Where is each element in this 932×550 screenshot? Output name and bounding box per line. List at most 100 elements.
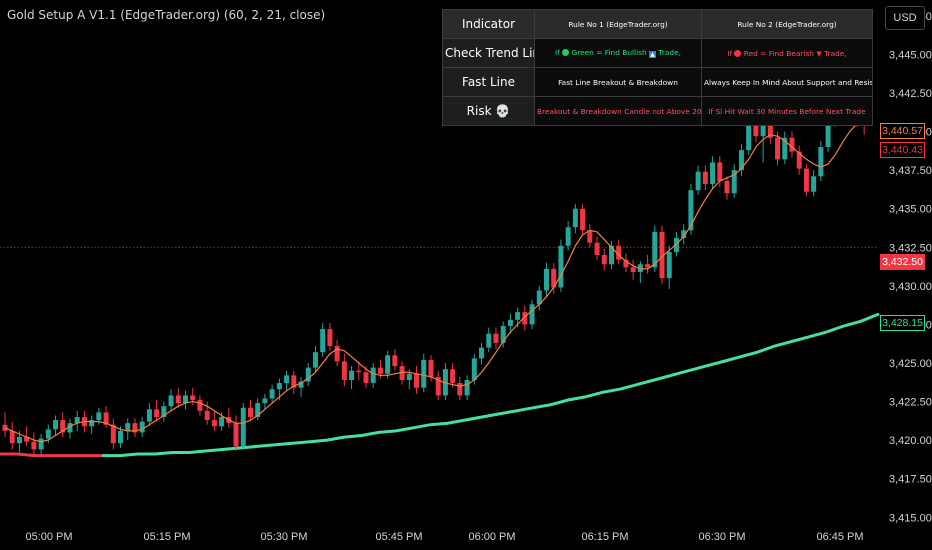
price-tick-label: 3,425.00 [889, 358, 932, 370]
rule-prefix: If [727, 48, 733, 58]
candle-body [45, 429, 51, 439]
rules-table: Indicator Rule No 1 (EdgeTrader.org) Rul… [442, 9, 873, 126]
candle-body [738, 150, 744, 171]
time-tick-label: 05:45 PM [375, 531, 422, 543]
candle-body [565, 227, 571, 246]
candle-body [327, 329, 333, 347]
indicator-title[interactable]: Gold Setup A V1.1 (EdgeTrader.org) (60, … [7, 8, 326, 22]
candle-body [399, 366, 405, 380]
candle-body [190, 395, 196, 401]
candle-body [428, 359, 434, 377]
candle-body [334, 346, 340, 362]
candle-body [132, 423, 138, 433]
candle-body [818, 147, 824, 177]
candle-body [414, 373, 420, 388]
fast-line [4, 121, 872, 443]
rule2-fast-line-cell: Always Keep In Mind About Support and Re… [701, 67, 873, 97]
candle-body [276, 383, 282, 390]
candle-body [789, 137, 795, 152]
candle-body [695, 171, 701, 191]
candle-body [24, 437, 30, 442]
price-tick-label: 3,422.50 [889, 397, 932, 409]
rules-row-risk-label: Risk 💀 [442, 96, 535, 126]
current-price-badge[interactable]: 3,432.50 [880, 254, 925, 270]
candle-body [580, 208, 586, 231]
candle-body [103, 412, 109, 425]
candle-body [421, 359, 427, 388]
candle-body [507, 319, 513, 326]
rule2-trend-cell: If Red = Find Bearish ▼ Trade, [701, 38, 873, 68]
candle-body [479, 347, 485, 359]
price-tick-label: 3,415.00 [889, 512, 932, 524]
candle-body [753, 119, 759, 137]
candle-body [320, 329, 326, 353]
candle-body [74, 417, 80, 424]
candle-body [269, 389, 275, 399]
rules-row-label: Fast Line [442, 67, 535, 97]
candle-body [9, 430, 15, 444]
candle-body [587, 230, 593, 243]
candle-body [16, 437, 22, 444]
rules-row-label: Risk [466, 104, 492, 118]
candle-body [53, 420, 59, 430]
currency-button[interactable]: USD [885, 6, 925, 30]
skull-icon: 💀 [495, 104, 511, 118]
trend-line-bearish [0, 452, 105, 458]
time-tick-label: 06:00 PM [468, 531, 515, 543]
time-tick-label: 05:30 PM [260, 531, 307, 543]
candle-body [594, 242, 600, 255]
candle-body [67, 423, 73, 433]
rules-table-header: Indicator Rule No 1 (EdgeTrader.org) Rul… [442, 9, 873, 39]
candle-body [312, 352, 318, 368]
rule-text: Red = Find Bearish [743, 48, 814, 58]
candle-body [262, 398, 268, 404]
fast-line-high-badge: 3,440.57 [880, 123, 925, 139]
candle-body [450, 369, 456, 384]
candle-body [536, 290, 542, 305]
candle-body [175, 395, 181, 404]
rule-text: Green = Find Bullish [571, 48, 647, 57]
time-tick-label: 05:00 PM [25, 531, 72, 543]
candle-body [486, 333, 492, 348]
candle-body [717, 162, 723, 181]
candle-body [118, 430, 124, 444]
candle-body [659, 231, 665, 279]
candle-body [731, 170, 737, 194]
rule2-risk-cell: If Sl Hit Wait 30 Minutes Before Next Tr… [701, 96, 873, 126]
candle-body [284, 375, 290, 384]
rule1-trend-cell: If Green = Find Bullish ▲ Trade, [534, 38, 702, 68]
candle-body [168, 395, 174, 407]
candle-body [551, 268, 557, 288]
up-arrow-box-icon: ▲ [649, 51, 657, 58]
candle-body [89, 420, 95, 427]
candle-body [204, 410, 210, 421]
candle-body [211, 420, 217, 427]
candle-body [392, 355, 398, 367]
red-dot-icon [734, 49, 742, 57]
time-tick-label: 06:45 PM [816, 531, 863, 543]
green-dot-icon [562, 49, 570, 56]
rule-suffix: Trade, [658, 48, 682, 57]
candle-body [601, 255, 607, 265]
candle-body [435, 376, 441, 396]
rules-header-label: Indicator [442, 9, 535, 39]
price-tick-label: 3,442.50 [889, 88, 932, 100]
price-tick-label: 3,420.00 [889, 435, 932, 447]
candle-body [363, 372, 369, 384]
candle-body [811, 176, 817, 192]
candle-body [681, 230, 687, 239]
candle-body [608, 245, 614, 265]
candle-body [652, 231, 658, 268]
candle-body [197, 400, 203, 411]
candle-body [637, 264, 643, 272]
rule-prefix: If [554, 48, 560, 57]
candle-body [406, 373, 412, 380]
candle-body [724, 180, 730, 194]
candle-body [341, 361, 347, 380]
candle-body [139, 421, 145, 433]
candle-body [493, 333, 499, 343]
candle-body [623, 259, 629, 268]
candle-body [96, 412, 102, 421]
candle-body [233, 423, 239, 447]
